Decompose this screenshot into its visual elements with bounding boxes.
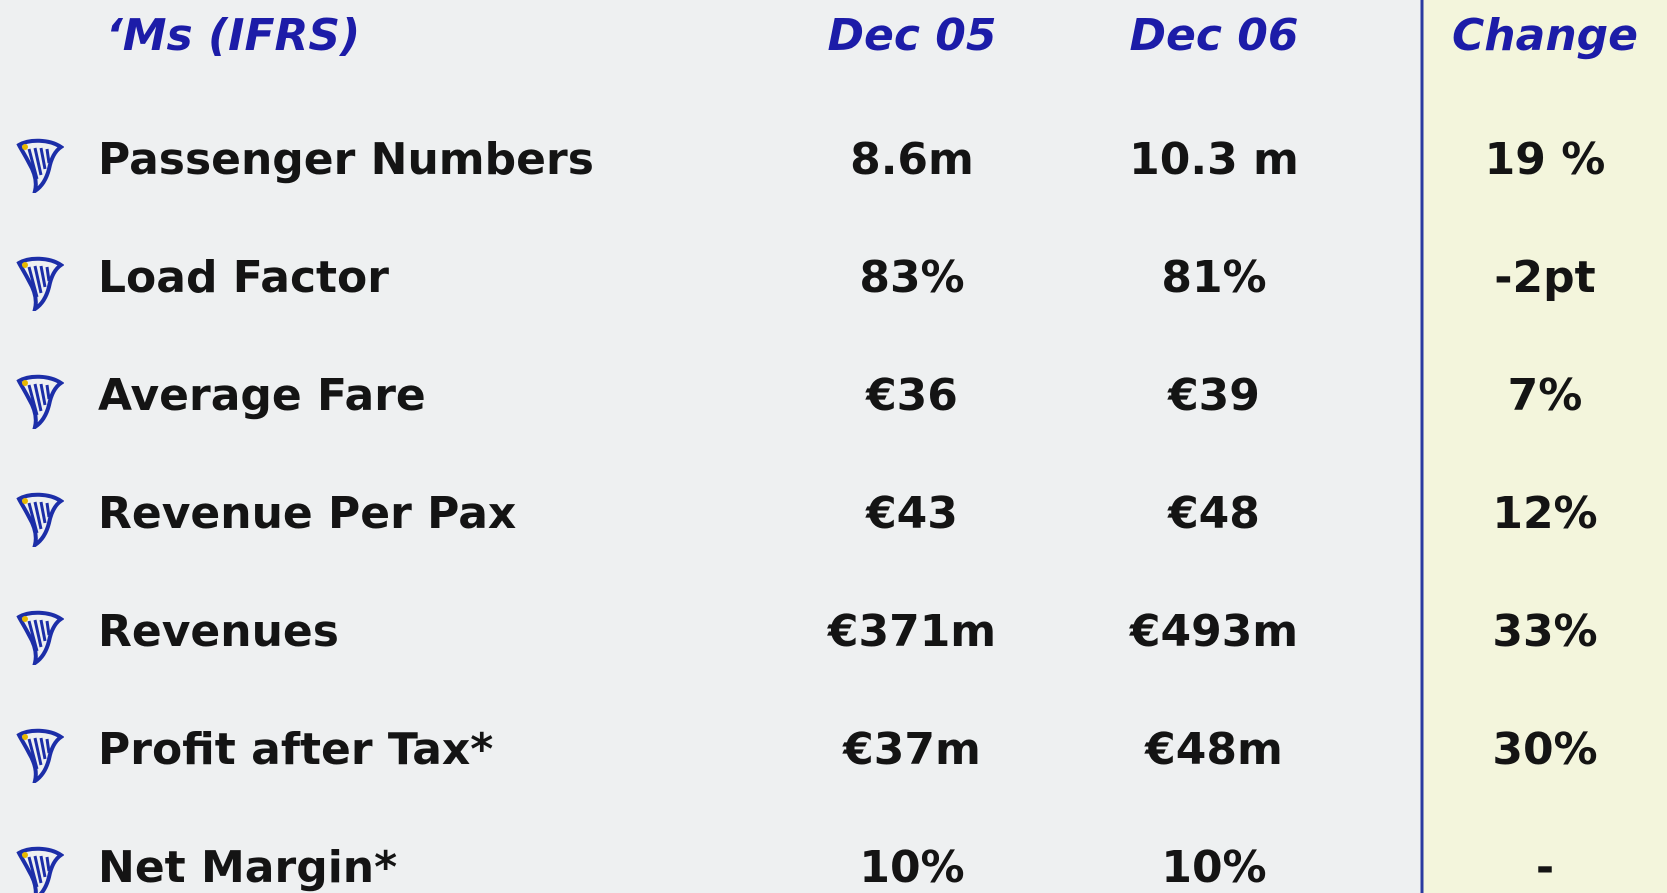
- column-header: Dec 06: [1130, 10, 1299, 61]
- change-background: [1422, 0, 1667, 893]
- cell-value: 10%: [859, 842, 964, 893]
- cell-value: €48: [1167, 488, 1260, 539]
- row-label: Revenue Per Pax: [98, 488, 516, 539]
- cell-value: 33%: [1492, 606, 1597, 657]
- row-label: Load Factor: [98, 252, 389, 303]
- cell-value: 19 %: [1485, 134, 1606, 185]
- column-header: Change: [1452, 10, 1638, 61]
- background: [0, 0, 1422, 893]
- row-label: Revenues: [98, 606, 339, 657]
- cell-value: -2pt: [1494, 252, 1595, 303]
- cell-value: €36: [865, 370, 958, 421]
- row-label: Passenger Numbers: [98, 134, 594, 185]
- cell-value: €493m: [1129, 606, 1298, 657]
- column-header: Dec 05: [828, 10, 997, 61]
- cell-value: €39: [1167, 370, 1260, 421]
- cell-value: 83%: [859, 252, 964, 303]
- cell-value: 10%: [1161, 842, 1266, 893]
- cell-value: 8.6m: [850, 134, 974, 185]
- cell-value: 30%: [1492, 724, 1597, 775]
- cell-value: 81%: [1161, 252, 1266, 303]
- row-label: Net Margin*: [98, 842, 397, 893]
- row-label: Profit after Tax*: [98, 724, 493, 775]
- cell-value: 7%: [1508, 370, 1583, 421]
- cell-value: €48m: [1144, 724, 1283, 775]
- column-header: ‘Ms (IFRS): [106, 10, 360, 61]
- cell-value: €43: [865, 488, 958, 539]
- cell-value: 12%: [1492, 488, 1597, 539]
- cell-value: -: [1536, 842, 1554, 893]
- cell-value: €371m: [827, 606, 996, 657]
- cell-value: 10.3 m: [1129, 134, 1299, 185]
- row-label: Average Fare: [98, 370, 426, 421]
- cell-value: €37m: [842, 724, 981, 775]
